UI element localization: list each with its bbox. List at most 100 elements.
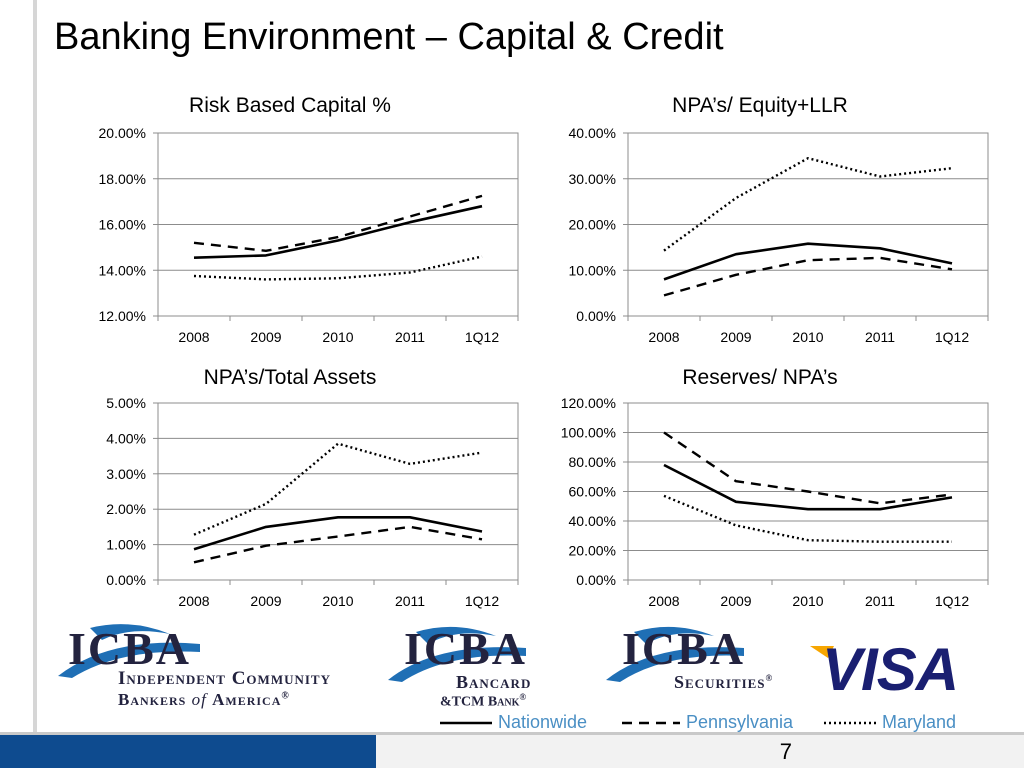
series-line-maryland — [193, 255, 483, 281]
icba-securities-logo: ICBA Securities® — [604, 618, 794, 708]
y-tick-label: 40.00% — [569, 125, 616, 141]
x-tick-label: 2009 — [250, 329, 281, 345]
y-tick-label: 20.00% — [99, 125, 146, 141]
x-tick-label: 1Q12 — [935, 593, 969, 609]
y-tick-label: 5.00% — [106, 395, 146, 411]
y-tick-label: 0.00% — [106, 572, 146, 588]
icba-securities-swoosh-graphic — [606, 626, 744, 682]
x-tick-label: 2008 — [648, 593, 679, 609]
visa-logo: VISA — [808, 632, 978, 698]
chart-plot: 120.00% 100.00% 80.00% 60.00% 40.00% 20.00% 0.… — [561, 395, 989, 609]
x-tick-label: 2009 — [720, 593, 751, 609]
y-tick-label: 4.00% — [106, 430, 146, 446]
icba-line2-a: Bankers — [118, 690, 192, 709]
x-tick-label: 2008 — [648, 329, 679, 345]
legend-label-nationwide: Nationwide — [498, 712, 588, 732]
y-tick-label: 2.00% — [106, 501, 146, 517]
x-tick-label: 2009 — [250, 593, 281, 609]
icba-line2: Bankers of America® — [118, 690, 290, 710]
y-tick-label: 14.00% — [99, 262, 146, 278]
x-tick-label: 2011 — [395, 593, 425, 609]
left-margin-rule — [33, 0, 37, 735]
chart-npas-total-assets: NPA’s/Total Assets 5.00% 4.00% 3.00% 2.00% 1… — [60, 366, 520, 616]
series-line-maryland — [663, 494, 952, 543]
footer-gray-band — [376, 735, 1024, 768]
x-tick-label: 2010 — [792, 593, 823, 609]
y-tick-label: 18.00% — [99, 171, 146, 187]
x-tick-label: 2009 — [720, 329, 751, 345]
chart-plot: 20.00% 18.00% 16.00% 14.00% 12.00% 2008 2009 20… — [99, 125, 519, 345]
icba-securities-reg-mark: ® — [765, 673, 774, 683]
icba-bancard-reg-mark: ® — [519, 692, 527, 702]
footer-blue-band — [0, 735, 376, 768]
series-line-nationwide — [663, 463, 953, 511]
x-tick-label: 1Q12 — [465, 329, 499, 345]
y-tick-label: 40.00% — [569, 513, 616, 529]
y-tick-label: 1.00% — [106, 537, 146, 553]
icba-bancard-mark: ICBA — [404, 623, 528, 674]
chart-plot: 5.00% 4.00% 3.00% 2.00% 1.00% 0.00% 2008 2009 20… — [106, 395, 519, 609]
icba-bancard-line2: &TCM Bank® — [440, 692, 526, 711]
y-tick-label: 3.00% — [106, 466, 146, 482]
icba-securities-line1-text: Securities — [674, 672, 766, 692]
icba-line1: Independent Community — [118, 668, 331, 689]
icba-bancard-line1: Bancard — [456, 672, 532, 692]
y-tick-label: 60.00% — [569, 484, 616, 500]
x-tick-label: 2011 — [865, 329, 895, 345]
icba-swoosh-graphic — [58, 624, 200, 678]
y-tick-label: 20.00% — [569, 543, 616, 559]
series-line-nationwide — [663, 242, 953, 281]
legend-label-pennsylvania: Pennsylvania — [686, 712, 794, 732]
x-tick-label: 2011 — [865, 593, 895, 609]
series-line-maryland — [663, 157, 953, 252]
icba-bancard-line2-text: &TCM Bank — [440, 694, 520, 710]
icba-bancard-logo: ICBA Bancard &TCM Bank® — [386, 618, 572, 714]
icba-line2-of: of — [191, 690, 213, 709]
y-tick-label: 20.00% — [569, 217, 616, 233]
y-tick-label: 30.00% — [569, 171, 616, 187]
icba-securities-mark: ICBA — [622, 623, 746, 674]
footer-top-rule — [0, 732, 1024, 735]
x-tick-label: 2010 — [792, 329, 823, 345]
y-tick-label: 12.00% — [99, 308, 146, 324]
y-tick-label: 0.00% — [576, 308, 616, 324]
icba-securities-line1: Securities® — [674, 672, 773, 693]
chart-title: Risk Based Capital % — [189, 94, 391, 117]
x-tick-label: 2010 — [322, 593, 353, 609]
series-line-pennsylvania — [663, 256, 953, 297]
icba-bancard-swoosh-graphic — [388, 626, 526, 682]
icba-logo: ICBA Independent Community Bankers of Am… — [50, 618, 380, 714]
chart-title: Reserves/ NPA’s — [682, 366, 838, 389]
x-tick-label: 1Q12 — [935, 329, 969, 345]
icba-mark: ICBA — [68, 623, 192, 674]
y-tick-label: 16.00% — [99, 217, 146, 233]
x-tick-label: 2011 — [395, 329, 425, 345]
x-tick-label: 1Q12 — [465, 593, 499, 609]
chart-title: NPA’s/ Equity+LLR — [672, 94, 848, 117]
legend-swatches — [440, 721, 876, 725]
series-line-pennsylvania — [663, 431, 953, 505]
series-line-nationwide — [193, 516, 483, 551]
page-number: 7 — [779, 739, 792, 764]
icba-reg-mark: ® — [281, 690, 290, 702]
y-tick-label: 10.00% — [569, 262, 616, 278]
series-line-pennsylvania — [193, 525, 483, 564]
legend-label-maryland: Maryland — [882, 712, 957, 732]
chart-legend: Nationwide Pennsylvania Maryland — [440, 710, 1000, 736]
footer-bar — [0, 732, 1024, 768]
x-tick-label: 2010 — [322, 329, 353, 345]
chart-plot: 40.00% 30.00% 20.00% 10.00% 0.00% 2008 2009 201… — [569, 125, 989, 345]
chart-npas-equity-llr: NPA’s/ Equity+LLR 40.00% 30.00% 20.00% 10.0… — [530, 94, 990, 352]
y-tick-label: 0.00% — [576, 572, 616, 588]
y-tick-label: 80.00% — [569, 454, 616, 470]
chart-reserves-npas: Reserves/ NPA’s 120.00% 100.00% 80.00% 60.0… — [530, 366, 990, 616]
series-line-nationwide — [193, 204, 483, 259]
y-tick-label: 100.00% — [561, 425, 616, 441]
y-tick-label: 120.00% — [561, 395, 616, 411]
x-tick-label: 2008 — [178, 329, 209, 345]
page-title: Banking Environment – Capital & Credit — [54, 16, 724, 58]
visa-logo-graphic: VISA — [810, 636, 959, 698]
series-line-pennsylvania — [193, 194, 483, 253]
x-tick-label: 2008 — [178, 593, 209, 609]
chart-title: NPA’s/Total Assets — [203, 366, 377, 389]
